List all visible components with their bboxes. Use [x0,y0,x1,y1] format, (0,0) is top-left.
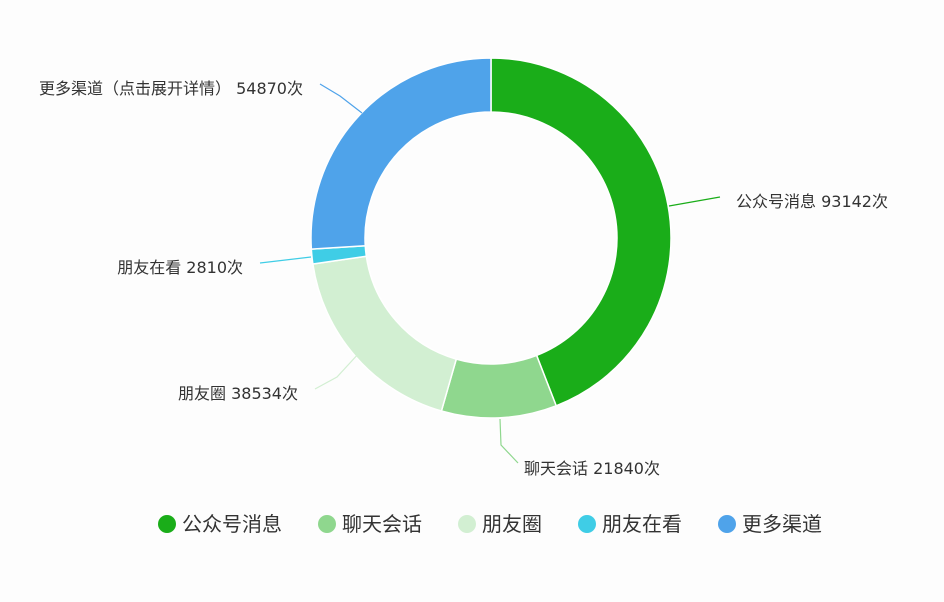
legend-label-4: 朋友在看 [602,512,682,536]
slice-label-5: 更多渠道（点击展开详情） 54870次 [39,79,303,98]
legend-swatch-5 [718,515,736,533]
legend-swatch-4 [578,515,596,533]
slice-3[interactable] [312,255,458,412]
legend-swatch-3 [458,515,476,533]
leader-line-2 [499,418,519,464]
slice-label-4: 朋友在看 2810次 [117,258,243,277]
slice-label-3: 朋友圈 38534次 [178,384,298,403]
slice-5[interactable] [310,57,492,250]
legend-item-3[interactable]: 朋友圈 [458,512,542,536]
legend-item-5[interactable]: 更多渠道 [718,512,822,536]
legend-label-2: 聊天会话 [342,512,422,536]
chart-slices [310,57,672,419]
leader-lines [259,83,721,464]
slice-label-1: 公众号消息 93142次 [736,192,888,211]
legend-item-1[interactable]: 公众号消息 [158,512,282,536]
slice-2[interactable] [440,354,558,419]
legend-label-5: 更多渠道 [742,512,822,536]
slice-label-2: 聊天会话 21840次 [524,459,660,478]
chart-legend: 公众号消息 聊天会话 朋友圈 朋友在看 更多渠道 [158,512,822,536]
legend-item-4[interactable]: 朋友在看 [578,512,682,536]
leader-line-1 [668,196,721,207]
legend-item-2[interactable]: 聊天会话 [318,512,422,536]
legend-swatch-2 [318,515,336,533]
leader-line-5 [319,83,363,114]
leader-line-3 [314,351,361,390]
leader-line-4 [259,256,312,264]
slice-1[interactable] [490,57,672,407]
legend-label-1: 公众号消息 [182,512,282,536]
legend-label-3: 朋友圈 [482,512,542,536]
legend-swatch-1 [158,515,176,533]
